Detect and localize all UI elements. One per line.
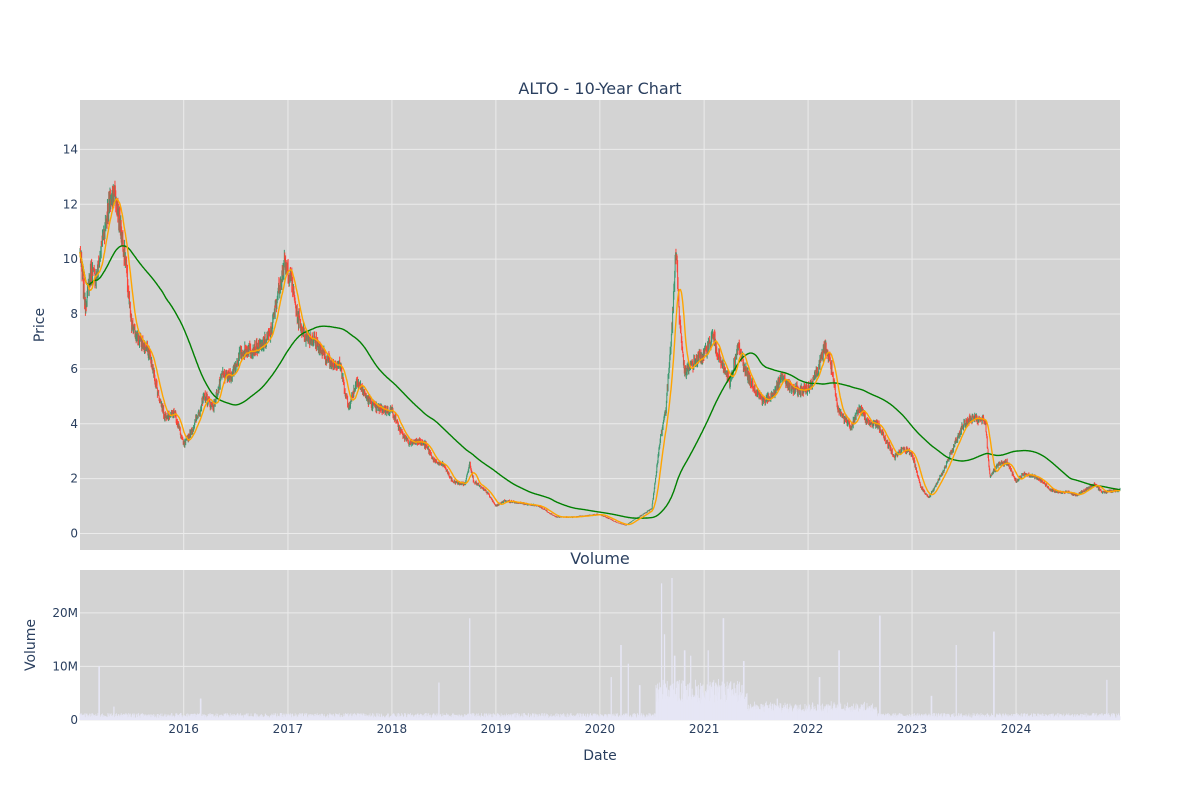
price-y-tick-label: 14 xyxy=(63,142,78,156)
volume-bars xyxy=(79,578,1121,720)
price-y-tick-label: 2 xyxy=(70,472,78,486)
price-chart-title: ALTO - 10-Year Chart xyxy=(518,79,681,98)
price-y-axis-title: Price xyxy=(32,308,48,342)
price-y-tick-label: 8 xyxy=(70,307,78,321)
price-y-tick-label: 6 xyxy=(70,362,78,376)
price-gridlines xyxy=(80,100,1120,550)
price-y-tick-label: 0 xyxy=(70,527,78,541)
price-candles xyxy=(79,180,1121,526)
price-y-tick-label: 12 xyxy=(63,197,78,211)
price-y-tick-label: 4 xyxy=(70,417,78,431)
short-moving-average-line xyxy=(79,197,1121,526)
price-y-tick-label: 10 xyxy=(63,252,78,266)
price-y-tick-labels: 0 2 4 6 8 10 12 14 xyxy=(63,142,78,540)
long-moving-average-line xyxy=(79,245,1121,519)
